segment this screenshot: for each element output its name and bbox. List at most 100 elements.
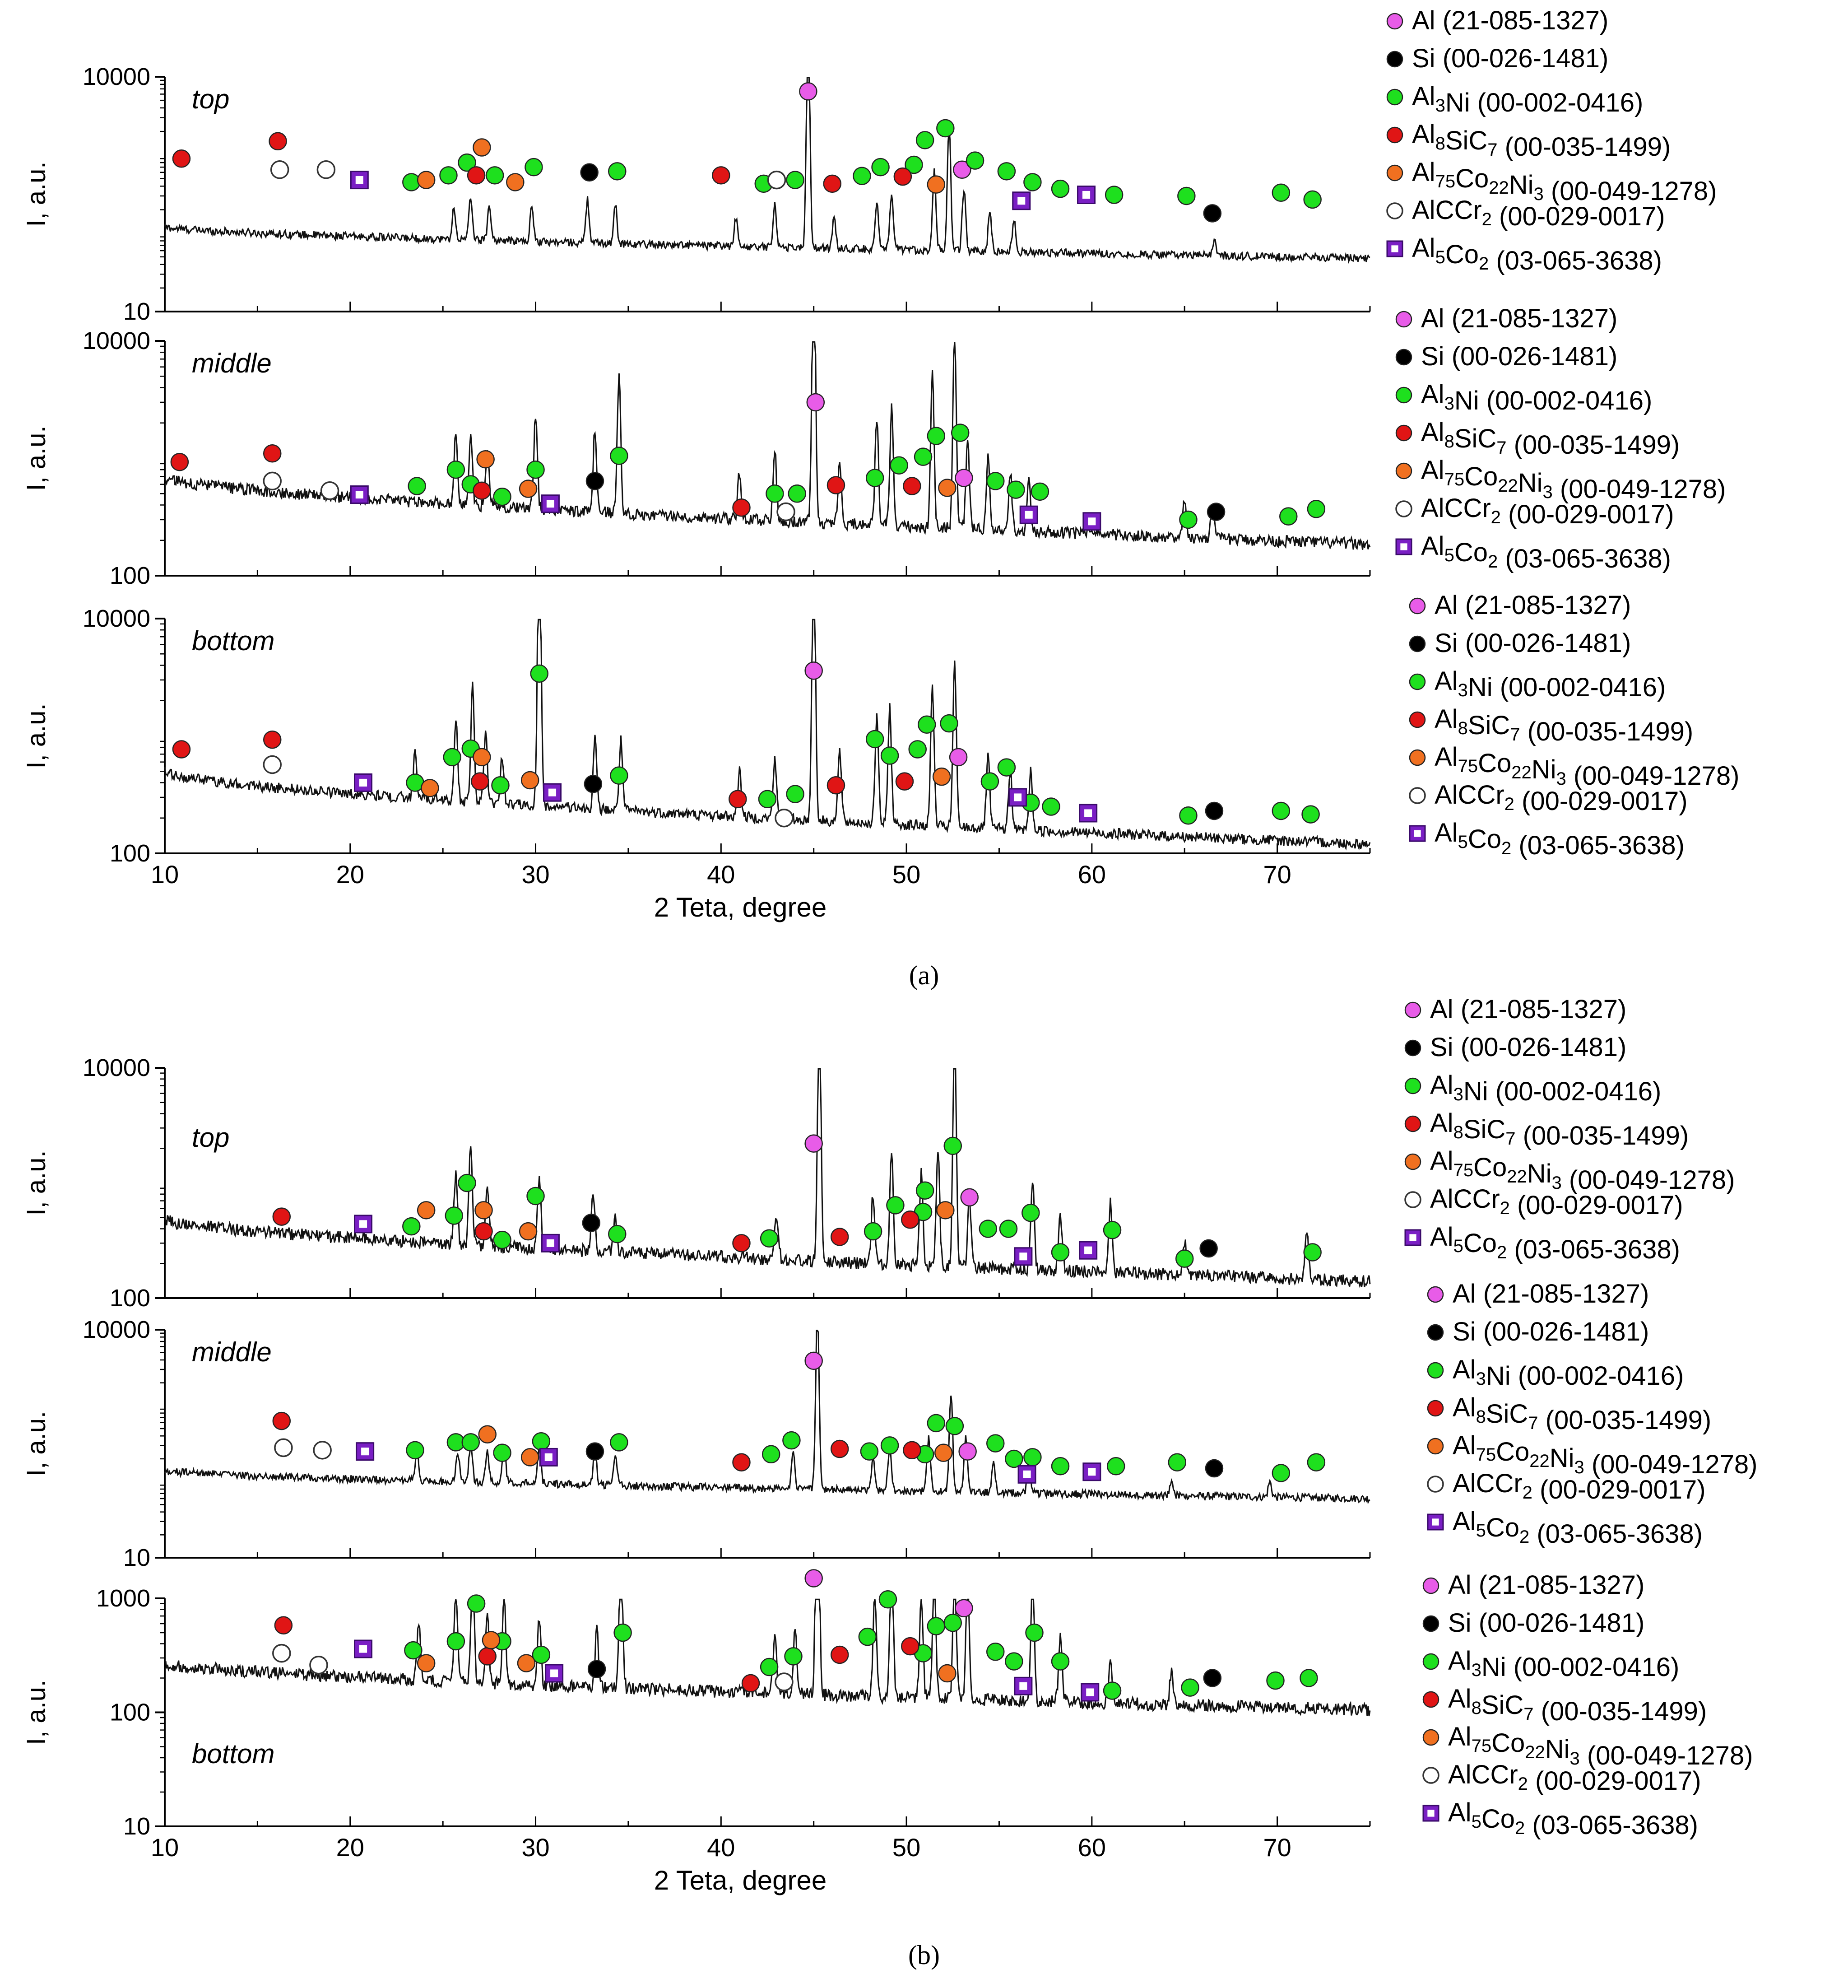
caption-b: (b): [908, 1940, 940, 1970]
x-axis-label: 2 Teta, degree: [654, 1865, 827, 1895]
marker-Al3Ni: [1179, 806, 1198, 825]
marker-Al3Ni: [940, 714, 958, 733]
marker-Al3Ni: [1005, 1652, 1023, 1671]
legend-label-Al8SiC7: Al8SiC7 (00-035-1499): [1435, 704, 1693, 746]
marker-Al3Ni: [1303, 1243, 1322, 1262]
marker-Si: [587, 1660, 606, 1678]
marker-Al3Ni: [485, 166, 504, 185]
marker-Al5Co2: [356, 1442, 375, 1461]
marker-Al3Ni: [402, 1217, 421, 1236]
marker-AlCoNi: [519, 480, 538, 498]
legend-marker-Si: [1404, 1039, 1421, 1057]
marker-Al3Ni: [865, 469, 884, 487]
marker-AlCoNi: [938, 1664, 957, 1683]
marker-Al5Co2: [1079, 804, 1098, 823]
marker-AlCCr2: [272, 1643, 291, 1663]
marker-Al3Ni: [1051, 179, 1070, 198]
marker-Al3Ni: [443, 748, 461, 767]
marker-Al8SiC7: [732, 498, 751, 517]
marker-Al3Ni: [526, 1187, 545, 1206]
marker-Al3Ni: [951, 424, 970, 442]
marker-Al3Ni: [1272, 183, 1291, 202]
marker-Al5Co2: [1082, 1462, 1101, 1481]
legend-marker-AlCoNi: [1422, 1729, 1439, 1746]
marker-Al: [949, 748, 968, 767]
legend-label-Al: Al (21-085-1327): [1430, 995, 1626, 1024]
y-tick-label: 10000: [83, 63, 150, 90]
legend-marker-Si: [1422, 1615, 1439, 1632]
y-axis-label: I, a.u.: [22, 703, 51, 768]
legend-label-Si: Si (00-026-1481): [1453, 1317, 1649, 1346]
marker-Al8SiC7: [471, 772, 489, 791]
legend-label-Al3Ni: Al3Ni (00-002-0416): [1412, 82, 1643, 117]
marker-AlCCr2: [313, 1441, 332, 1460]
marker-Al3Ni: [610, 766, 628, 785]
legend-marker-Si: [1409, 635, 1426, 652]
legend-label-Al5Co2: Al5Co2 (03-065-3638): [1430, 1222, 1680, 1264]
legend-marker-Al5Co2: [1386, 240, 1403, 257]
marker-AlCoNi: [934, 1443, 953, 1462]
marker-AlCoNi: [519, 1222, 538, 1241]
marker-Al3Ni: [927, 427, 946, 445]
marker-Al3Ni: [943, 1613, 962, 1632]
marker-Al3Ni: [1177, 186, 1196, 205]
legend-label-Al3Ni: Al3Ni (00-002-0416): [1448, 1646, 1679, 1682]
y-axis-label: I, a.u.: [22, 161, 51, 227]
x-tick-label: 20: [336, 1833, 364, 1862]
marker-Al3Ni: [905, 155, 923, 174]
marker-Al3Ni: [1272, 801, 1291, 820]
marker-Al3Ni: [1266, 1671, 1285, 1690]
marker-Al: [953, 160, 971, 179]
legend-a-top: Al (21-085-1327) Si (00-026-1481) Al3Ni (0…: [1386, 6, 1717, 275]
marker-Al3Ni: [1301, 805, 1320, 824]
legend-marker-AlCoNi: [1409, 749, 1426, 766]
marker-AlCCr2: [270, 160, 289, 179]
panel-title: top: [192, 1122, 229, 1153]
legend-marker-Si: [1395, 349, 1412, 366]
marker-AlCoNi: [478, 1425, 497, 1444]
marker-Al3Ni: [890, 456, 908, 475]
marker-Al3Ni: [526, 460, 545, 479]
marker-Al3Ni: [458, 1173, 476, 1192]
marker-Al3Ni: [467, 1594, 486, 1613]
marker-Al8SiC7: [893, 167, 912, 186]
marker-Al: [804, 1351, 823, 1370]
marker-Al: [799, 82, 817, 101]
marker-Al3Ni: [914, 447, 933, 466]
xrd-pattern-line: [164, 619, 1371, 851]
y-tick-label: 10000: [83, 327, 150, 354]
marker-Al3Ni: [986, 1434, 1005, 1453]
legend-label-Al3Ni: Al3Ni (00-002-0416): [1430, 1071, 1661, 1106]
legend-label-Si: Si (00-026-1481): [1448, 1608, 1644, 1638]
legend-label-Al: Al (21-085-1327): [1412, 6, 1608, 35]
y-tick-label: 10: [123, 298, 150, 325]
legend-marker-AlCCr2: [1427, 1476, 1444, 1493]
marker-Al: [960, 1188, 979, 1207]
legend-label-AlCCr2: AlCCr2 (00-029-0017): [1435, 780, 1688, 816]
marker-AlCoNi: [473, 138, 491, 157]
legend-marker-AlCoNi: [1386, 164, 1403, 182]
y-tick-label: 10: [123, 1544, 150, 1571]
marker-Al5Co2: [354, 1639, 373, 1658]
marker-Al8SiC7: [263, 444, 282, 463]
panel-a-top: 10 10000 I, a.u. top: [22, 63, 1371, 325]
legend-marker-AlCoNi: [1427, 1438, 1444, 1455]
marker-Al3Ni: [1105, 186, 1124, 204]
legend-marker-Al3Ni: [1386, 88, 1403, 106]
marker-AlCoNi: [417, 1201, 436, 1220]
marker-AlCCr2: [309, 1655, 328, 1675]
marker-Al: [804, 661, 823, 680]
legend-marker-Al8SiC7: [1395, 424, 1412, 442]
legend-label-AlCCr2: AlCCr2 (00-029-0017): [1412, 196, 1665, 231]
marker-Al3Ni: [491, 776, 510, 795]
y-tick-label: 100: [110, 840, 150, 867]
marker-Al3Ni: [908, 740, 927, 759]
marker-Al5Co2: [354, 1215, 373, 1234]
legend-label-Al8SiC7: Al8SiC7 (00-035-1499): [1448, 1684, 1707, 1726]
marker-Al3Ni: [880, 1436, 899, 1455]
marker-Al5Co2: [350, 171, 369, 190]
legend-label-Al3Ni: Al3Ni (00-002-0416): [1453, 1355, 1684, 1391]
marker-Al3Ni: [1103, 1681, 1122, 1700]
marker-Al3Ni: [761, 1445, 780, 1464]
marker-Al8SiC7: [741, 1674, 760, 1693]
